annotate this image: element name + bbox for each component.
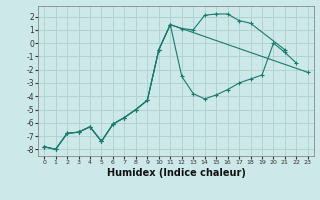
X-axis label: Humidex (Indice chaleur): Humidex (Indice chaleur)	[107, 168, 245, 178]
